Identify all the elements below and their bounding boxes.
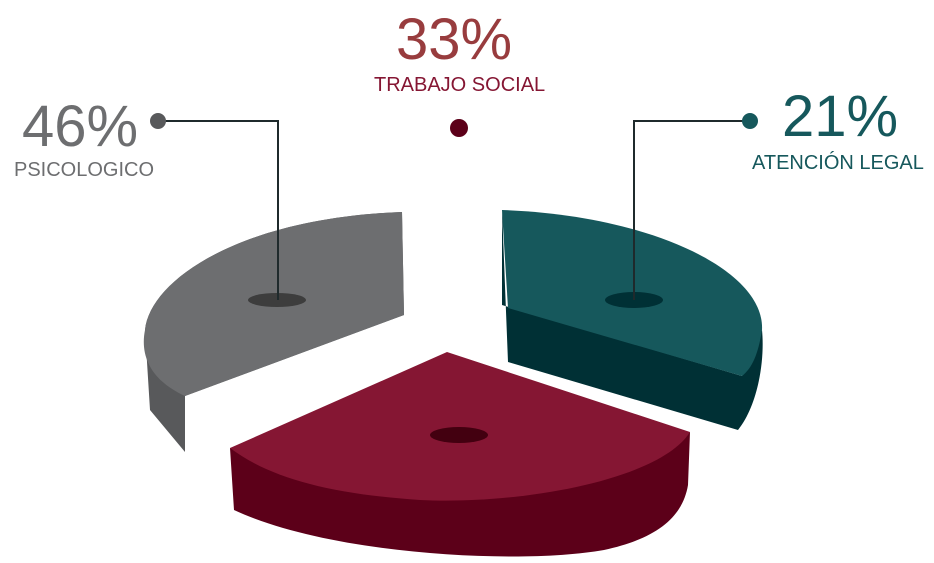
atencion-legal-leader-line <box>633 120 750 300</box>
psicologico-label: PSICOLOGICO <box>14 159 154 181</box>
atencion-legal-value: 21% <box>782 84 898 149</box>
slice-trabajo-social-top <box>230 352 690 501</box>
psicologico-value: 46% <box>22 94 138 159</box>
psicologico-leader-dot <box>150 113 166 129</box>
trabajo-social-value: 33% <box>396 7 512 72</box>
slice-trabajo-social <box>230 352 690 557</box>
psicologico-leader-line <box>158 120 279 300</box>
trabajo-social-leader-dot <box>450 119 468 137</box>
atencion-legal-leader-dot <box>742 113 758 129</box>
trabajo-social-label: TRABAJO SOCIAL <box>374 74 545 96</box>
atencion-legal-label: ATENCIÓN LEGAL <box>752 151 924 174</box>
trabajo-social-center-marker <box>430 427 488 443</box>
slice-atencion-legal-side <box>502 210 763 430</box>
